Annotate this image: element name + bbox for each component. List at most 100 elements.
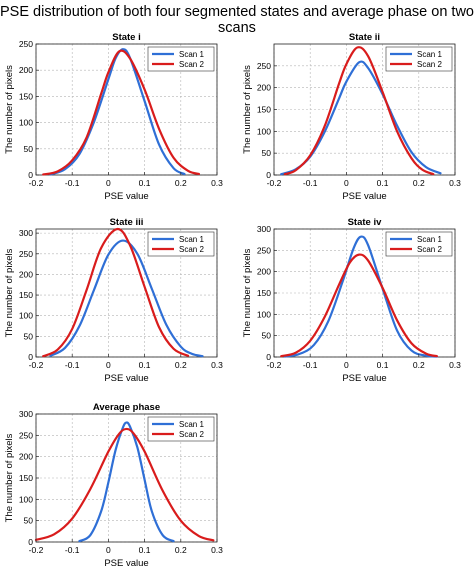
subplot-1: -0.2 -0.1 0 0.1 0.2 0.3 0 50 100 150 200 250 State i… bbox=[4, 32, 223, 202]
series-line-scan-2 bbox=[42, 49, 200, 176]
x-tick-label: 0.3 bbox=[211, 178, 223, 188]
series-line-scan-1 bbox=[49, 239, 204, 358]
x-tick-label: 0.2 bbox=[175, 360, 187, 370]
x-axis-label: PSE value bbox=[104, 191, 148, 202]
y-axis-label: The number of pixels bbox=[242, 248, 253, 337]
y-tick-label: 0 bbox=[28, 352, 33, 362]
y-tick-label: 0 bbox=[266, 352, 271, 362]
y-tick-label: 100 bbox=[19, 311, 33, 321]
series-line-scan-2 bbox=[280, 253, 438, 358]
legend-label: Scan 1 bbox=[417, 235, 442, 244]
y-tick-label: 150 bbox=[257, 288, 271, 298]
x-tick-label: -0.1 bbox=[65, 178, 80, 188]
x-tick-label: -0.1 bbox=[65, 360, 80, 370]
legend-label: Scan 1 bbox=[179, 420, 204, 429]
subplot-title: Average phase bbox=[93, 402, 160, 413]
y-axis-label: The number of pixels bbox=[4, 433, 15, 522]
series-line-scan-1 bbox=[280, 60, 442, 176]
y-tick-label: 250 bbox=[19, 430, 33, 440]
x-tick-label: 0.3 bbox=[211, 360, 223, 370]
x-tick-label: 0.2 bbox=[175, 545, 187, 555]
x-axis-label: PSE value bbox=[342, 191, 386, 202]
x-tick-label: 0 bbox=[106, 545, 111, 555]
y-axis-label: The number of pixels bbox=[4, 248, 15, 337]
legend-label: Scan 2 bbox=[417, 245, 442, 254]
x-tick-label: -0.2 bbox=[267, 178, 282, 188]
y-tick-label: 200 bbox=[19, 452, 33, 462]
y-tick-label: 0 bbox=[266, 170, 271, 180]
x-tick-label: -0.2 bbox=[267, 360, 282, 370]
y-axis-label: The number of pixels bbox=[4, 65, 15, 154]
subplot-3: -0.2 -0.1 0 0.1 0.2 0.3 0 50 100 150 200 250 300 Stat… bbox=[4, 217, 223, 384]
y-tick-label: 150 bbox=[257, 105, 271, 115]
subplot-5: -0.2 -0.1 0 0.1 0.2 0.3 0 50 100 150 200 250 300 Aver… bbox=[4, 402, 223, 569]
series-line-scan-1 bbox=[78, 421, 175, 543]
legend-label: Scan 1 bbox=[417, 50, 442, 59]
y-tick-label: 50 bbox=[24, 144, 34, 154]
legend-label: Scan 2 bbox=[417, 60, 442, 69]
x-tick-label: -0.2 bbox=[29, 178, 44, 188]
y-tick-label: 150 bbox=[19, 290, 33, 300]
x-tick-label: 0.2 bbox=[175, 178, 187, 188]
legend-label: Scan 2 bbox=[179, 430, 204, 439]
x-axis-label: PSE value bbox=[342, 373, 386, 384]
x-tick-label: 0.3 bbox=[449, 360, 461, 370]
subplot-title: State iii bbox=[110, 217, 144, 228]
y-tick-label: 50 bbox=[262, 331, 272, 341]
x-tick-label: 0.1 bbox=[139, 545, 151, 555]
y-tick-label: 100 bbox=[257, 126, 271, 136]
plot-frame bbox=[35, 228, 218, 358]
x-axis-label: PSE value bbox=[104, 373, 148, 384]
legend-box bbox=[147, 46, 215, 72]
plot-frame bbox=[35, 43, 218, 176]
legend-label: Scan 1 bbox=[179, 50, 204, 59]
subplot-title: State ii bbox=[349, 32, 380, 43]
y-tick-label: 50 bbox=[24, 516, 34, 526]
subplot-2: -0.2 -0.1 0 0.1 0.2 0.3 0 50 100 150 200 250 State i… bbox=[242, 32, 461, 202]
y-tick-label: 100 bbox=[19, 494, 33, 504]
x-tick-label: 0.3 bbox=[449, 178, 461, 188]
legend-box bbox=[147, 231, 215, 257]
y-tick-label: 250 bbox=[19, 249, 33, 259]
legend-box bbox=[385, 231, 453, 257]
y-tick-label: 100 bbox=[257, 309, 271, 319]
x-tick-label: -0.1 bbox=[303, 178, 318, 188]
x-tick-label: 0 bbox=[344, 178, 349, 188]
series-line-scan-2 bbox=[42, 227, 190, 358]
y-tick-label: 100 bbox=[19, 118, 33, 128]
x-tick-label: -0.2 bbox=[29, 545, 44, 555]
x-tick-label: -0.2 bbox=[29, 360, 44, 370]
x-tick-label: -0.1 bbox=[65, 545, 80, 555]
x-tick-label: 0.2 bbox=[413, 178, 425, 188]
subplot-4: -0.2 -0.1 0 0.1 0.2 0.3 0 50 100 150 200 250 300 Stat… bbox=[242, 217, 461, 384]
y-tick-label: 300 bbox=[19, 409, 33, 419]
y-tick-label: 50 bbox=[24, 331, 34, 341]
x-tick-label: 0 bbox=[344, 360, 349, 370]
series-line-scan-1 bbox=[283, 235, 438, 358]
y-tick-label: 200 bbox=[19, 269, 33, 279]
y-axis-label: The number of pixels bbox=[242, 65, 253, 154]
legend-label: Scan 2 bbox=[179, 60, 204, 69]
x-tick-label: 0.1 bbox=[139, 360, 151, 370]
y-tick-label: 250 bbox=[257, 61, 271, 71]
legend-box bbox=[385, 46, 453, 72]
figure-title: PSE distribution of both four segmented … bbox=[0, 4, 474, 36]
y-tick-label: 0 bbox=[28, 170, 33, 180]
y-tick-label: 50 bbox=[262, 148, 272, 158]
legend-label: Scan 1 bbox=[179, 235, 204, 244]
x-axis-label: PSE value bbox=[104, 558, 148, 569]
y-tick-label: 250 bbox=[19, 39, 33, 49]
x-tick-label: 0.2 bbox=[413, 360, 425, 370]
y-tick-label: 200 bbox=[257, 267, 271, 277]
subplot-title: State i bbox=[112, 32, 141, 43]
series-line-scan-2 bbox=[34, 427, 215, 542]
subplot-title: State iv bbox=[348, 217, 383, 228]
y-tick-label: 300 bbox=[257, 224, 271, 234]
y-tick-label: 0 bbox=[28, 537, 33, 547]
